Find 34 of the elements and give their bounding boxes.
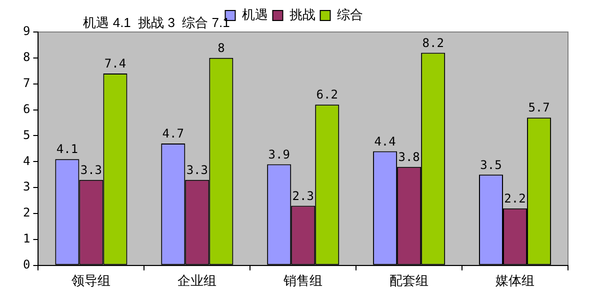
y-tick-label: 7 [22, 76, 30, 90]
data-label: 4.4 [374, 134, 396, 148]
x-tick-label: 媒体组 [496, 272, 535, 288]
data-label: 2.2 [504, 191, 526, 206]
x-tick-label: 企业组 [178, 272, 217, 288]
data-label: 4.7 [162, 126, 184, 141]
data-label: 3.3 [80, 162, 102, 177]
legend-label: 综合 [336, 7, 363, 22]
y-tick-label: 4 [22, 154, 30, 168]
data-label: 8 [218, 41, 225, 56]
y-tick-label: 2 [22, 206, 30, 220]
x-tick-label: 销售组 [282, 272, 323, 288]
y-tick-label: 6 [22, 102, 30, 116]
data-label: 3.3 [186, 162, 208, 177]
data-label: 2.3 [292, 188, 314, 203]
y-tick-label: 3 [22, 180, 30, 194]
text: 机遇 4.1 挑战 3 综合 7.1 [83, 15, 230, 30]
y-tick-label: 9 [22, 24, 30, 38]
y-tick-label: 5 [22, 128, 30, 142]
y-tick-label: 0 [22, 258, 30, 272]
data-label: 4.1 [56, 142, 78, 156]
x-tick-label: 配套组 [390, 272, 429, 288]
data-label: 7.4 [104, 56, 126, 71]
legend-label: 机遇 [242, 7, 268, 22]
data-label: 3.9 [268, 147, 290, 162]
x-tick-label: 领导组 [72, 272, 111, 288]
data-label: 6.2 [316, 88, 338, 102]
legend-label: 挑战 [289, 7, 316, 22]
y-tick-label: 1 [22, 232, 30, 246]
y-tick-label: 8 [22, 50, 30, 64]
data-label: 3.8 [398, 150, 420, 164]
data-label: 8.2 [422, 36, 444, 50]
data-label: 3.5 [480, 158, 502, 172]
data-label: 5.7 [528, 100, 550, 115]
